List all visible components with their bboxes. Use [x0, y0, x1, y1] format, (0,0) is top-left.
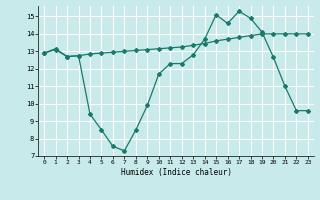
X-axis label: Humidex (Indice chaleur): Humidex (Indice chaleur) — [121, 168, 231, 177]
